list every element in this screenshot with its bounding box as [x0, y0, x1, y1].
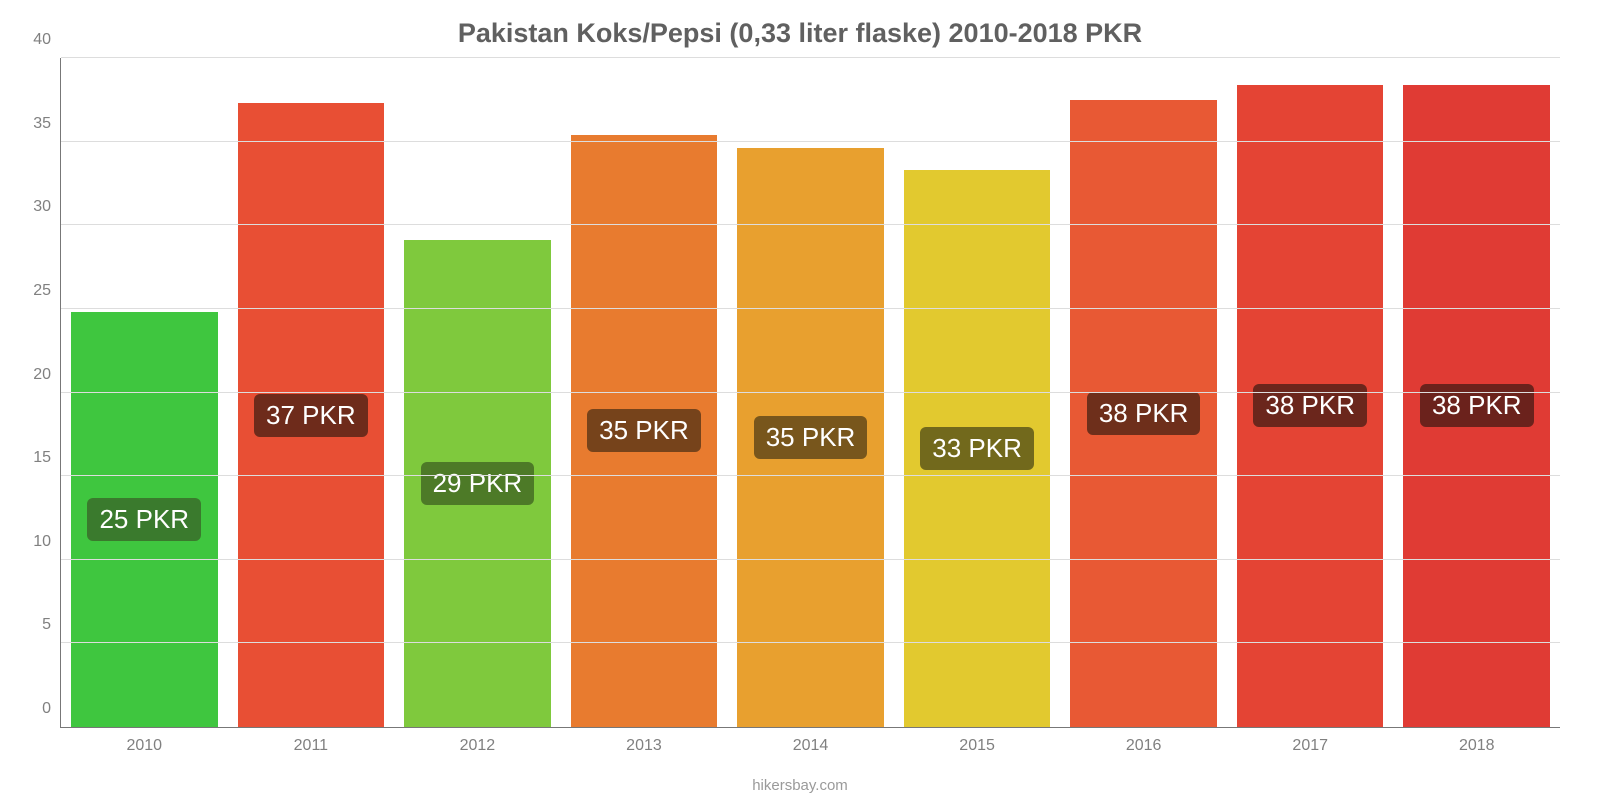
x-tick-label: 2012 [460, 727, 496, 755]
bar-chart: Pakistan Koks/Pepsi (0,33 liter flaske) … [0, 0, 1600, 800]
bar-value-label: 35 PKR [754, 416, 868, 459]
bar: 38 PKR [1070, 100, 1217, 727]
grid-line [61, 57, 1560, 58]
x-tick-label: 2016 [1126, 727, 1162, 755]
x-tick-label: 2011 [294, 727, 328, 755]
bar-value-label: 29 PKR [421, 462, 535, 505]
chart-title: Pakistan Koks/Pepsi (0,33 liter flaske) … [0, 18, 1600, 49]
y-tick-label: 20 [33, 366, 61, 384]
y-tick-label: 40 [33, 31, 61, 49]
bar-slot: 35 PKR2014 [727, 58, 894, 727]
bar-slot: 29 PKR2012 [394, 58, 561, 727]
bar: 35 PKR [737, 148, 884, 727]
x-tick-label: 2018 [1459, 727, 1495, 755]
bar-slot: 38 PKR2018 [1394, 58, 1561, 727]
bar: 25 PKR [71, 312, 218, 727]
bar: 38 PKR [1237, 85, 1384, 727]
bar-slot: 38 PKR2016 [1060, 58, 1227, 727]
x-tick-label: 2013 [626, 727, 662, 755]
y-tick-label: 10 [33, 533, 61, 551]
x-tick-label: 2017 [1292, 727, 1328, 755]
bar: 38 PKR [1403, 85, 1550, 727]
grid-line [61, 475, 1560, 476]
bar: 29 PKR [404, 240, 551, 727]
y-tick-label: 5 [42, 616, 61, 634]
grid-line [61, 141, 1560, 142]
x-tick-label: 2010 [126, 727, 162, 755]
bar-slot: 37 PKR2011 [228, 58, 395, 727]
bar-value-label: 35 PKR [587, 409, 701, 452]
x-tick-label: 2015 [959, 727, 995, 755]
grid-line [61, 392, 1560, 393]
y-tick-label: 15 [33, 449, 61, 467]
chart-credit: hikersbay.com [0, 777, 1600, 794]
plot-area: 25 PKR201037 PKR201129 PKR201235 PKR2013… [60, 58, 1560, 728]
y-tick-label: 25 [33, 282, 61, 300]
bar-slot: 25 PKR2010 [61, 58, 228, 727]
bar-value-label: 33 PKR [920, 427, 1034, 470]
x-tick-label: 2014 [793, 727, 829, 755]
bars-container: 25 PKR201037 PKR201129 PKR201235 PKR2013… [61, 58, 1560, 727]
grid-line [61, 308, 1560, 309]
bar: 37 PKR [238, 103, 385, 727]
y-tick-label: 30 [33, 198, 61, 216]
bar-value-label: 38 PKR [1087, 392, 1201, 435]
bar-slot: 38 PKR2017 [1227, 58, 1394, 727]
grid-line [61, 642, 1560, 643]
bar: 33 PKR [904, 170, 1051, 727]
grid-line [61, 224, 1560, 225]
y-tick-label: 0 [42, 700, 61, 718]
bar-value-label: 37 PKR [254, 394, 368, 437]
bar-slot: 33 PKR2015 [894, 58, 1061, 727]
bar-slot: 35 PKR2013 [561, 58, 728, 727]
y-tick-label: 35 [33, 115, 61, 133]
grid-line [61, 559, 1560, 560]
bar-value-label: 25 PKR [87, 498, 201, 541]
